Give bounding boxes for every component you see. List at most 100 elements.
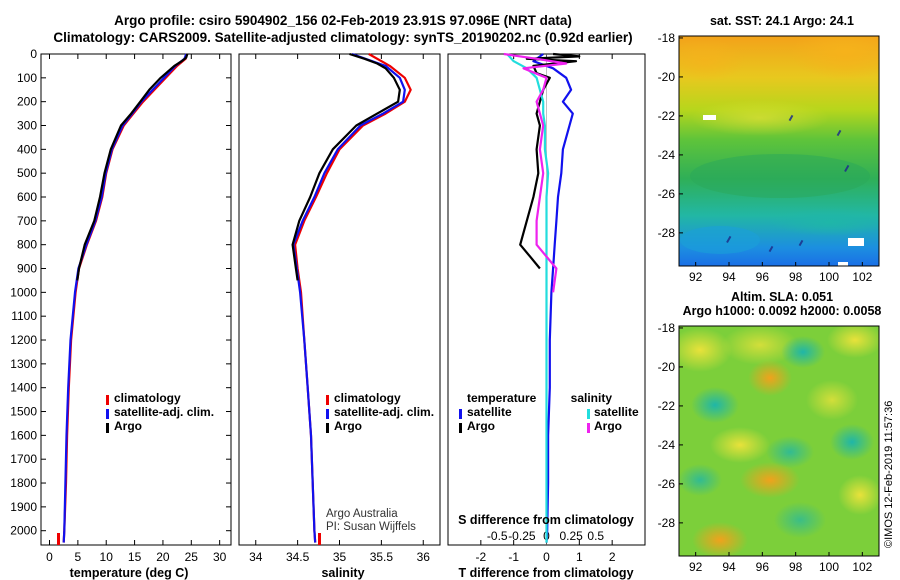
series-line-t-satellite [532, 53, 574, 543]
y-tick-label: 300 [17, 119, 37, 133]
y-tick-label: 1000 [10, 285, 37, 299]
y-tick-label: 700 [17, 214, 37, 228]
diff-legend-t-satellite: satellite [467, 405, 512, 419]
diff-legend-s-satellite: satellite [594, 405, 639, 419]
sal-legend-satellite: satellite-adj. clim. [334, 405, 434, 419]
y-tick-label: 1900 [10, 500, 37, 514]
map-y-tick-label: -18 [658, 321, 676, 335]
series-line-satellite-adj-clim- [62, 53, 188, 543]
diff-legend-t-argo-marker [459, 423, 462, 433]
temp-legend-argo-marker [106, 423, 109, 433]
temp-legend-climatology-marker [106, 395, 109, 405]
y-tick-label: 1100 [11, 309, 37, 323]
x-tick-label: -2 [475, 550, 486, 564]
diff-legend-t-argo: Argo [467, 419, 495, 433]
y-tick-label: 100 [17, 71, 37, 85]
y-tick-label: 1500 [10, 405, 37, 419]
y-tick-label: 1400 [10, 381, 37, 395]
x-tick-label: 20 [156, 550, 170, 564]
x-tick-label: -1 [508, 550, 519, 564]
sal-legend-climatology: climatology [334, 391, 401, 405]
map-x-tick-label: 102 [852, 270, 872, 284]
map-x-tick-label: 94 [722, 560, 736, 574]
map-frame [678, 35, 880, 267]
salinity-panel: 34 34.5 35 35.5 36 [238, 52, 441, 564]
y-tick-label: 400 [17, 142, 37, 156]
map-y-tick-label: -22 [658, 109, 676, 123]
map-x-tick-label: 94 [722, 270, 736, 284]
x-tick-label: 34.5 [286, 550, 310, 564]
x-tick-label: 30 [213, 550, 227, 564]
x-tick-label: 1 [576, 550, 583, 564]
sal-legend-argo: Argo [334, 419, 362, 433]
timestamp-stamp: ©IMOS 12-Feb-2019 11:57:36 [883, 401, 895, 548]
map-x-tick-label: 98 [789, 560, 803, 574]
y-tick-label: 0 [30, 47, 37, 61]
map-x-tick-label: 98 [789, 270, 803, 284]
series-line-s-satellite [506, 53, 550, 543]
sla-map-title: Altim. SLA: 0.051 [731, 290, 833, 304]
map-y-tick-label: -20 [658, 70, 676, 84]
map-x-tick-label: 100 [819, 560, 839, 574]
y-tick-label: 1600 [10, 428, 37, 442]
sst-map-image [679, 36, 879, 266]
series-line-satellite-adj-clim- [292, 52, 406, 543]
temperature-panel: 0100200300400500600700800900100011001200… [10, 47, 232, 564]
diff-legend-s-argo: Argo [594, 419, 622, 433]
temp-legend-satellite-marker [106, 409, 109, 419]
diff-xlabel-temperature: T difference from climatology [458, 566, 633, 580]
diff-legend-t-satellite-marker [459, 409, 462, 419]
y-tick-label: 500 [17, 166, 37, 180]
map-x-tick-label: 92 [689, 270, 703, 284]
y-tick-label: 900 [17, 262, 37, 276]
map-y-tick-label: -18 [658, 31, 676, 45]
s-tick-label: 0.5 [587, 529, 604, 543]
temp-xlabel: temperature (deg C) [70, 566, 189, 580]
sla-map-subtitle: Argo h1000: 0.0092 h2000: 0.0058 [683, 304, 882, 318]
y-tick-label: 1300 [10, 357, 37, 371]
difference-panel: -2 -1 0 1 2-0.5 -0.25 0 0.25 0.5 [447, 52, 646, 564]
y-tick-label: 200 [17, 95, 37, 109]
map-frame [678, 325, 880, 557]
s-tick-label: -0.25 [508, 529, 536, 543]
plot-frame [238, 53, 441, 546]
series-line-argo [291, 52, 401, 281]
credit-line-2: PI: Susan Wijffels [326, 521, 416, 533]
series-line-s-argo [503, 52, 568, 293]
credit-line-1: Argo Australia [326, 508, 398, 520]
sst-map-title: sat. SST: 24.1 Argo: 24.1 [710, 14, 854, 28]
map-y-tick-label: -28 [658, 516, 676, 530]
sal-xlabel: salinity [321, 566, 364, 580]
s-tick-label: 0.25 [559, 529, 583, 543]
sal-bottom-marker [318, 533, 321, 545]
x-tick-label: 0 [543, 550, 550, 564]
plot-frame [40, 53, 232, 546]
sal-legend-climatology-marker [326, 395, 329, 405]
series-line-argo [76, 53, 189, 281]
sal-legend-satellite-marker [326, 409, 329, 419]
map-x-tick-label: 102 [852, 560, 872, 574]
diff-legend-s-satellite-marker [587, 409, 590, 419]
map-y-tick-label: -24 [658, 148, 676, 162]
x-tick-label: 15 [128, 550, 142, 564]
temp-legend-satellite: satellite-adj. clim. [114, 405, 214, 419]
sst-map-axes: 92 94 96 98 100 102 -18 -20 -22 -24 -26 -28 [658, 31, 880, 284]
map-y-tick-label: -28 [658, 226, 676, 240]
title-line-1: Argo profile: csiro 5904902_156 02-Feb-2… [114, 13, 572, 28]
sla-map-axes: 92 94 96 98 100 102 -18 -20 -22 -24 -26 -28 [658, 321, 880, 574]
x-tick-label: 36 [417, 550, 431, 564]
x-tick-label: 2 [609, 550, 616, 564]
diff-legend-s-argo-marker [587, 423, 590, 433]
y-tick-label: 1700 [10, 452, 37, 466]
temp-legend-argo: Argo [114, 419, 142, 433]
map-y-tick-label: -26 [658, 187, 676, 201]
diff-xlabel-salinity: S difference from climatology [458, 513, 634, 527]
temp-bottom-marker [57, 533, 60, 545]
x-tick-label: 10 [100, 550, 114, 564]
title-line-2: Climatology: CARS2009. Satellite-adjuste… [53, 30, 632, 45]
y-tick-label: 2000 [10, 524, 37, 538]
map-y-tick-label: -20 [658, 360, 676, 374]
diff-legend-temperature-header: temperature [467, 391, 537, 405]
series-line-climatology [62, 53, 188, 543]
